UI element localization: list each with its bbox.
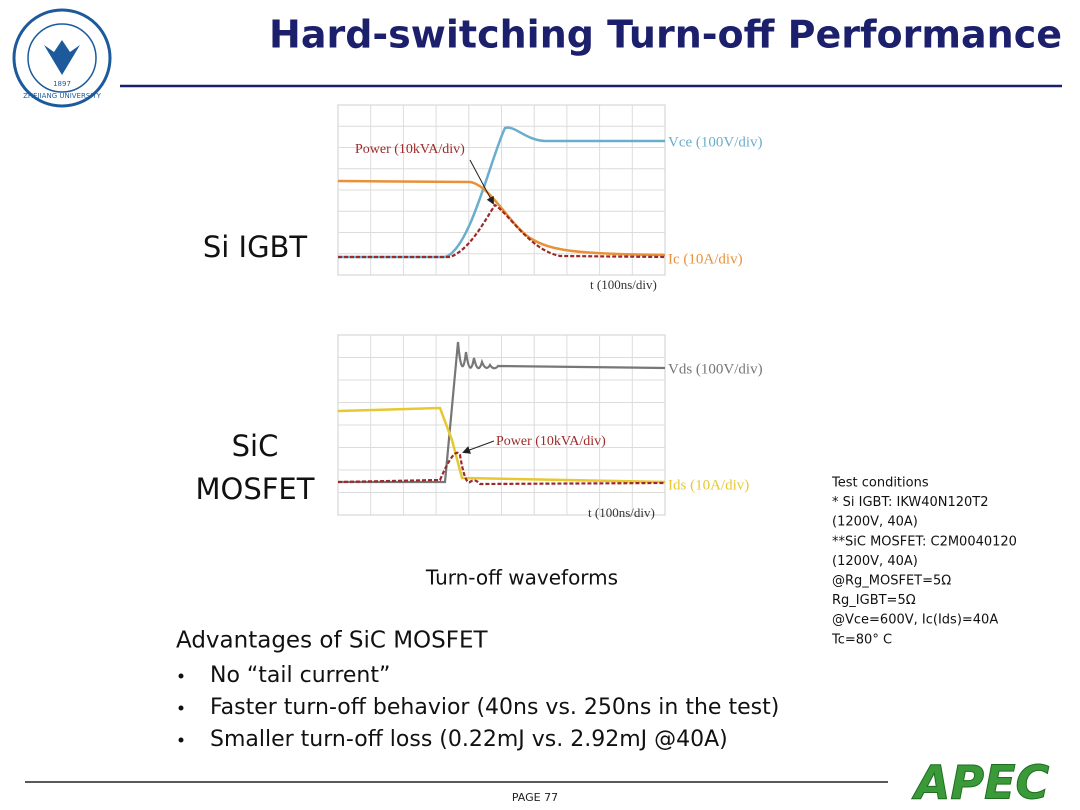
waveforms-caption: Turn-off waveforms	[425, 566, 618, 590]
apec-logo: APEC	[912, 756, 1050, 810]
advantages: Advantages of SiC MOSFET No “tail curren…	[176, 628, 779, 753]
bullet-dot	[178, 705, 184, 711]
power-label: Power (10kVA/div)	[355, 142, 465, 157]
test-condition-line: Test conditions	[831, 476, 929, 491]
time-label: t (100ns/div)	[590, 277, 657, 292]
current-label: Ic (10A/div)	[668, 251, 743, 267]
waveform-si-igbt: Power (10kVA/div) Vce (100V/div) Ic (10A…	[203, 104, 763, 292]
test-condition-line: Tc=80° C	[831, 632, 892, 647]
current-trace	[337, 406, 666, 484]
test-condition-line: @Rg_MOSFET=5Ω	[832, 574, 951, 589]
test-conditions: Test conditions * Si IGBT: IKW40N120T2 (12…	[831, 476, 1017, 648]
power-arrow	[462, 440, 495, 454]
advantage-item: Smaller turn-off loss (0.22mJ vs. 2.92mJ…	[210, 727, 728, 752]
university-logo: ZHEJIANG UNIVERSITY 1897	[12, 8, 112, 108]
voltage-label: Vds (100V/div)	[668, 361, 763, 377]
current-trace	[337, 179, 666, 257]
current-label: Ids (10A/div)	[668, 477, 749, 493]
test-condition-line: * Si IGBT: IKW40N120T2	[832, 495, 989, 510]
power-arrow	[469, 159, 494, 205]
waveform-sic-mosfet: Power (10kVA/div) Vds (100V/div) Ids (10…	[196, 334, 763, 520]
power-trace	[337, 451, 666, 486]
advantage-item: Faster turn-off behavior (40ns vs. 250ns…	[210, 695, 779, 720]
bullet-dot	[178, 673, 184, 679]
voltage-trace	[338, 341, 666, 484]
advantage-item: No “tail current”	[210, 663, 390, 688]
test-condition-line: (1200V, 40A)	[832, 515, 918, 530]
time-label: t (100ns/div)	[588, 505, 655, 520]
test-condition-line: (1200V, 40A)	[832, 554, 918, 569]
device-label: Si IGBT	[203, 230, 308, 264]
test-condition-line: Rg_IGBT=5Ω	[832, 593, 916, 608]
test-condition-line: **SiC MOSFET: C2M0040120	[832, 534, 1017, 549]
voltage-label: Vce (100V/div)	[668, 134, 763, 150]
logo-year: 1897	[53, 80, 71, 88]
device-label: MOSFET	[196, 472, 315, 506]
page-number: PAGE 77	[512, 791, 558, 804]
power-label: Power (10kVA/div)	[496, 434, 606, 449]
test-condition-line: @Vce=600V, Ic(Ids)=40A	[832, 613, 998, 628]
slide-title: Hard-switching Turn-off Performance	[269, 13, 1062, 57]
voltage-trace	[338, 126, 665, 259]
device-label: SiC	[232, 429, 279, 463]
power-trace	[338, 203, 666, 259]
bullet-dot	[178, 737, 184, 743]
logo-name: ZHEJIANG UNIVERSITY	[23, 92, 102, 100]
advantages-heading: Advantages of SiC MOSFET	[176, 628, 489, 654]
